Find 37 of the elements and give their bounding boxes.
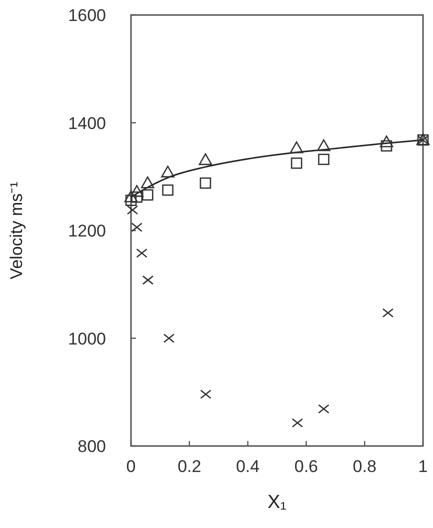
point	[163, 334, 175, 343]
x-tick-label: 0.8	[352, 457, 376, 476]
point	[136, 248, 148, 258]
x-tick-label: 0	[126, 457, 136, 476]
y-tick-label: 800	[78, 437, 106, 456]
point	[200, 177, 212, 189]
point	[292, 418, 304, 428]
point	[200, 390, 212, 399]
point	[318, 404, 330, 414]
point	[318, 154, 330, 166]
x-tick-label: 0.2	[178, 457, 202, 476]
x-tick-label: 0.6	[294, 457, 318, 476]
point	[290, 141, 304, 154]
y-tick-label: 1200	[68, 222, 106, 240]
x-tick-label: 0.4	[236, 457, 260, 476]
x-axis-title: X₁	[267, 492, 287, 513]
point	[126, 205, 138, 215]
point	[142, 189, 154, 201]
point	[130, 185, 144, 197]
point	[142, 275, 154, 285]
point	[162, 184, 174, 196]
point	[124, 190, 138, 202]
point	[161, 166, 174, 178]
y-tick-label: 1000	[68, 329, 106, 348]
point	[131, 222, 142, 232]
point	[198, 153, 212, 166]
y-tick-label: 1600	[68, 6, 106, 25]
point	[382, 308, 394, 318]
point	[290, 158, 302, 169]
point	[317, 139, 330, 152]
y-tick-label: 1400	[68, 114, 106, 133]
point	[380, 140, 392, 152]
point	[125, 194, 137, 206]
y-axis-title: Velocity ms⁻¹	[7, 181, 26, 280]
x-tick-label: 1	[418, 457, 428, 476]
point	[380, 135, 394, 148]
point	[140, 176, 154, 188]
